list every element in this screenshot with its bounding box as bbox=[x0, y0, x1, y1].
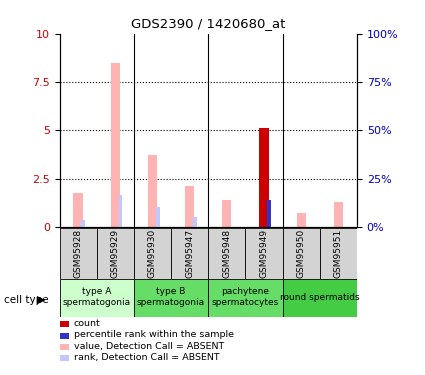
Text: percentile rank within the sample: percentile rank within the sample bbox=[74, 330, 234, 339]
Text: GSM95929: GSM95929 bbox=[111, 229, 120, 278]
Bar bbox=[283, 279, 357, 317]
Bar bbox=[208, 279, 283, 317]
Bar bbox=[60, 228, 96, 279]
Bar bbox=[193, 217, 197, 227]
Text: GSM95950: GSM95950 bbox=[297, 229, 306, 278]
Text: ▶: ▶ bbox=[37, 295, 45, 305]
Text: count: count bbox=[74, 319, 101, 328]
Bar bbox=[82, 220, 85, 227]
Bar bbox=[320, 228, 357, 279]
Text: type B
spermatogonia: type B spermatogonia bbox=[137, 287, 205, 308]
Bar bbox=[267, 200, 271, 227]
Bar bbox=[222, 200, 232, 227]
Text: type A
spermatogonia: type A spermatogonia bbox=[62, 287, 131, 308]
Bar bbox=[334, 202, 343, 227]
Bar bbox=[110, 63, 120, 227]
Text: GSM95930: GSM95930 bbox=[148, 229, 157, 278]
Bar bbox=[297, 213, 306, 227]
Bar bbox=[134, 228, 171, 279]
Text: rank, Detection Call = ABSENT: rank, Detection Call = ABSENT bbox=[74, 353, 220, 362]
Text: pachytene
spermatocytes: pachytene spermatocytes bbox=[212, 287, 279, 308]
Text: cell type: cell type bbox=[4, 295, 49, 305]
Text: GSM95947: GSM95947 bbox=[185, 229, 194, 278]
Bar bbox=[185, 186, 194, 227]
Bar bbox=[74, 193, 83, 227]
Text: GSM95928: GSM95928 bbox=[74, 229, 82, 278]
Bar bbox=[208, 228, 245, 279]
Text: GDS2390 / 1420680_at: GDS2390 / 1420680_at bbox=[131, 17, 286, 30]
Bar bbox=[171, 228, 208, 279]
Text: GSM95951: GSM95951 bbox=[334, 229, 343, 278]
Bar bbox=[259, 128, 269, 227]
Bar bbox=[119, 195, 122, 227]
Bar bbox=[156, 207, 159, 227]
Bar bbox=[267, 200, 271, 227]
Bar bbox=[134, 279, 208, 317]
Text: value, Detection Call = ABSENT: value, Detection Call = ABSENT bbox=[74, 342, 224, 351]
Bar bbox=[245, 228, 283, 279]
Text: GSM95948: GSM95948 bbox=[222, 229, 231, 278]
Text: GSM95949: GSM95949 bbox=[260, 229, 269, 278]
Bar bbox=[283, 228, 320, 279]
Text: round spermatids: round spermatids bbox=[280, 293, 360, 302]
Bar bbox=[148, 155, 157, 227]
Bar bbox=[60, 279, 134, 317]
Bar bbox=[96, 228, 134, 279]
